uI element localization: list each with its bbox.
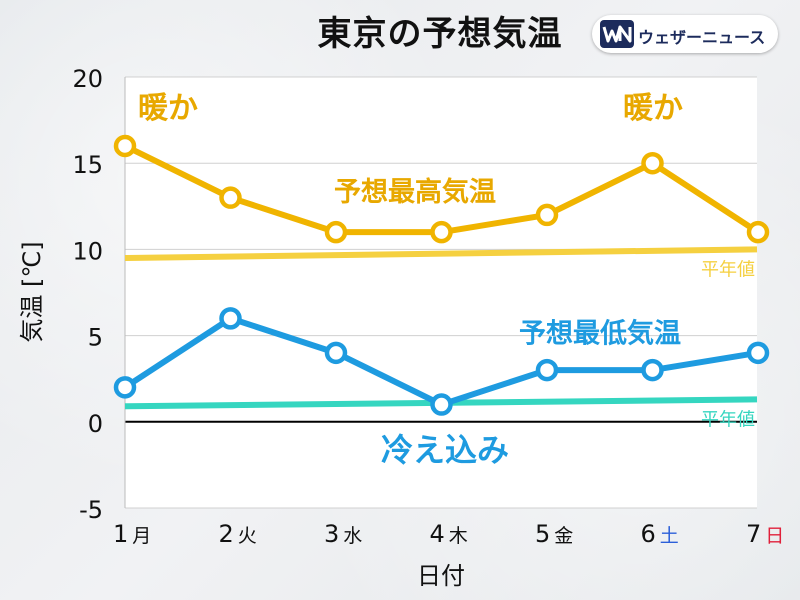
- normal-line: [124, 246, 758, 262]
- x-tick-day: 5: [535, 520, 550, 548]
- normal-label: 平年値: [701, 259, 755, 280]
- y-tick-label: 20: [72, 65, 103, 93]
- data-point: [430, 393, 453, 416]
- y-tick-label: -5: [79, 496, 103, 524]
- data-point: [746, 220, 770, 244]
- normal-label: 平年値: [701, 409, 755, 430]
- data-point: [535, 358, 559, 382]
- data-point: [641, 358, 664, 382]
- data-point: [324, 220, 348, 244]
- weathernews-logo-icon: [600, 20, 634, 48]
- data-point: [324, 341, 348, 365]
- x-tick-day: 7: [746, 520, 761, 548]
- data-point: [641, 151, 664, 175]
- y-axis-title: 気温 [℃]: [18, 241, 46, 342]
- series-label: 予想最低気温: [519, 317, 681, 349]
- annotation: 暖か: [138, 91, 198, 126]
- plot-area: [125, 77, 757, 508]
- data-point: [113, 134, 137, 158]
- x-tick-weekday: 火: [238, 525, 257, 547]
- x-tick-weekday: 土: [660, 525, 679, 547]
- data-point: [535, 203, 559, 227]
- x-tick-day: 3: [324, 520, 339, 548]
- x-tick-day: 6: [641, 520, 656, 548]
- x-tick-day: 1: [113, 520, 128, 548]
- data-point: [219, 307, 242, 330]
- annotation: 暖か: [623, 91, 683, 126]
- chart-title: 東京の予想気温: [317, 14, 563, 54]
- x-tick-weekday: 日: [765, 525, 784, 547]
- x-tick-day: 4: [430, 520, 445, 548]
- brand-name: ウェザーニュース: [638, 28, 766, 47]
- data-point: [746, 341, 770, 365]
- x-tick-weekday: 金: [554, 525, 573, 547]
- y-tick-label: 0: [88, 410, 103, 438]
- y-tick-label: 5: [88, 324, 103, 352]
- x-axis-title: 日付: [417, 562, 465, 590]
- y-tick-label: 10: [72, 237, 103, 265]
- x-tick-weekday: 月: [132, 525, 151, 547]
- x-tick-weekday: 木: [449, 525, 468, 547]
- x-tick-weekday: 水: [343, 525, 362, 547]
- data-point: [113, 376, 137, 399]
- data-point: [219, 186, 242, 209]
- annotation: 冷え込み: [381, 431, 509, 469]
- data-point: [430, 220, 453, 244]
- x-tick-day: 2: [219, 520, 234, 548]
- series-label: 予想最高気温: [334, 176, 496, 208]
- brand-badge: ウェザーニュース: [592, 15, 778, 53]
- y-tick-label: 15: [72, 151, 103, 179]
